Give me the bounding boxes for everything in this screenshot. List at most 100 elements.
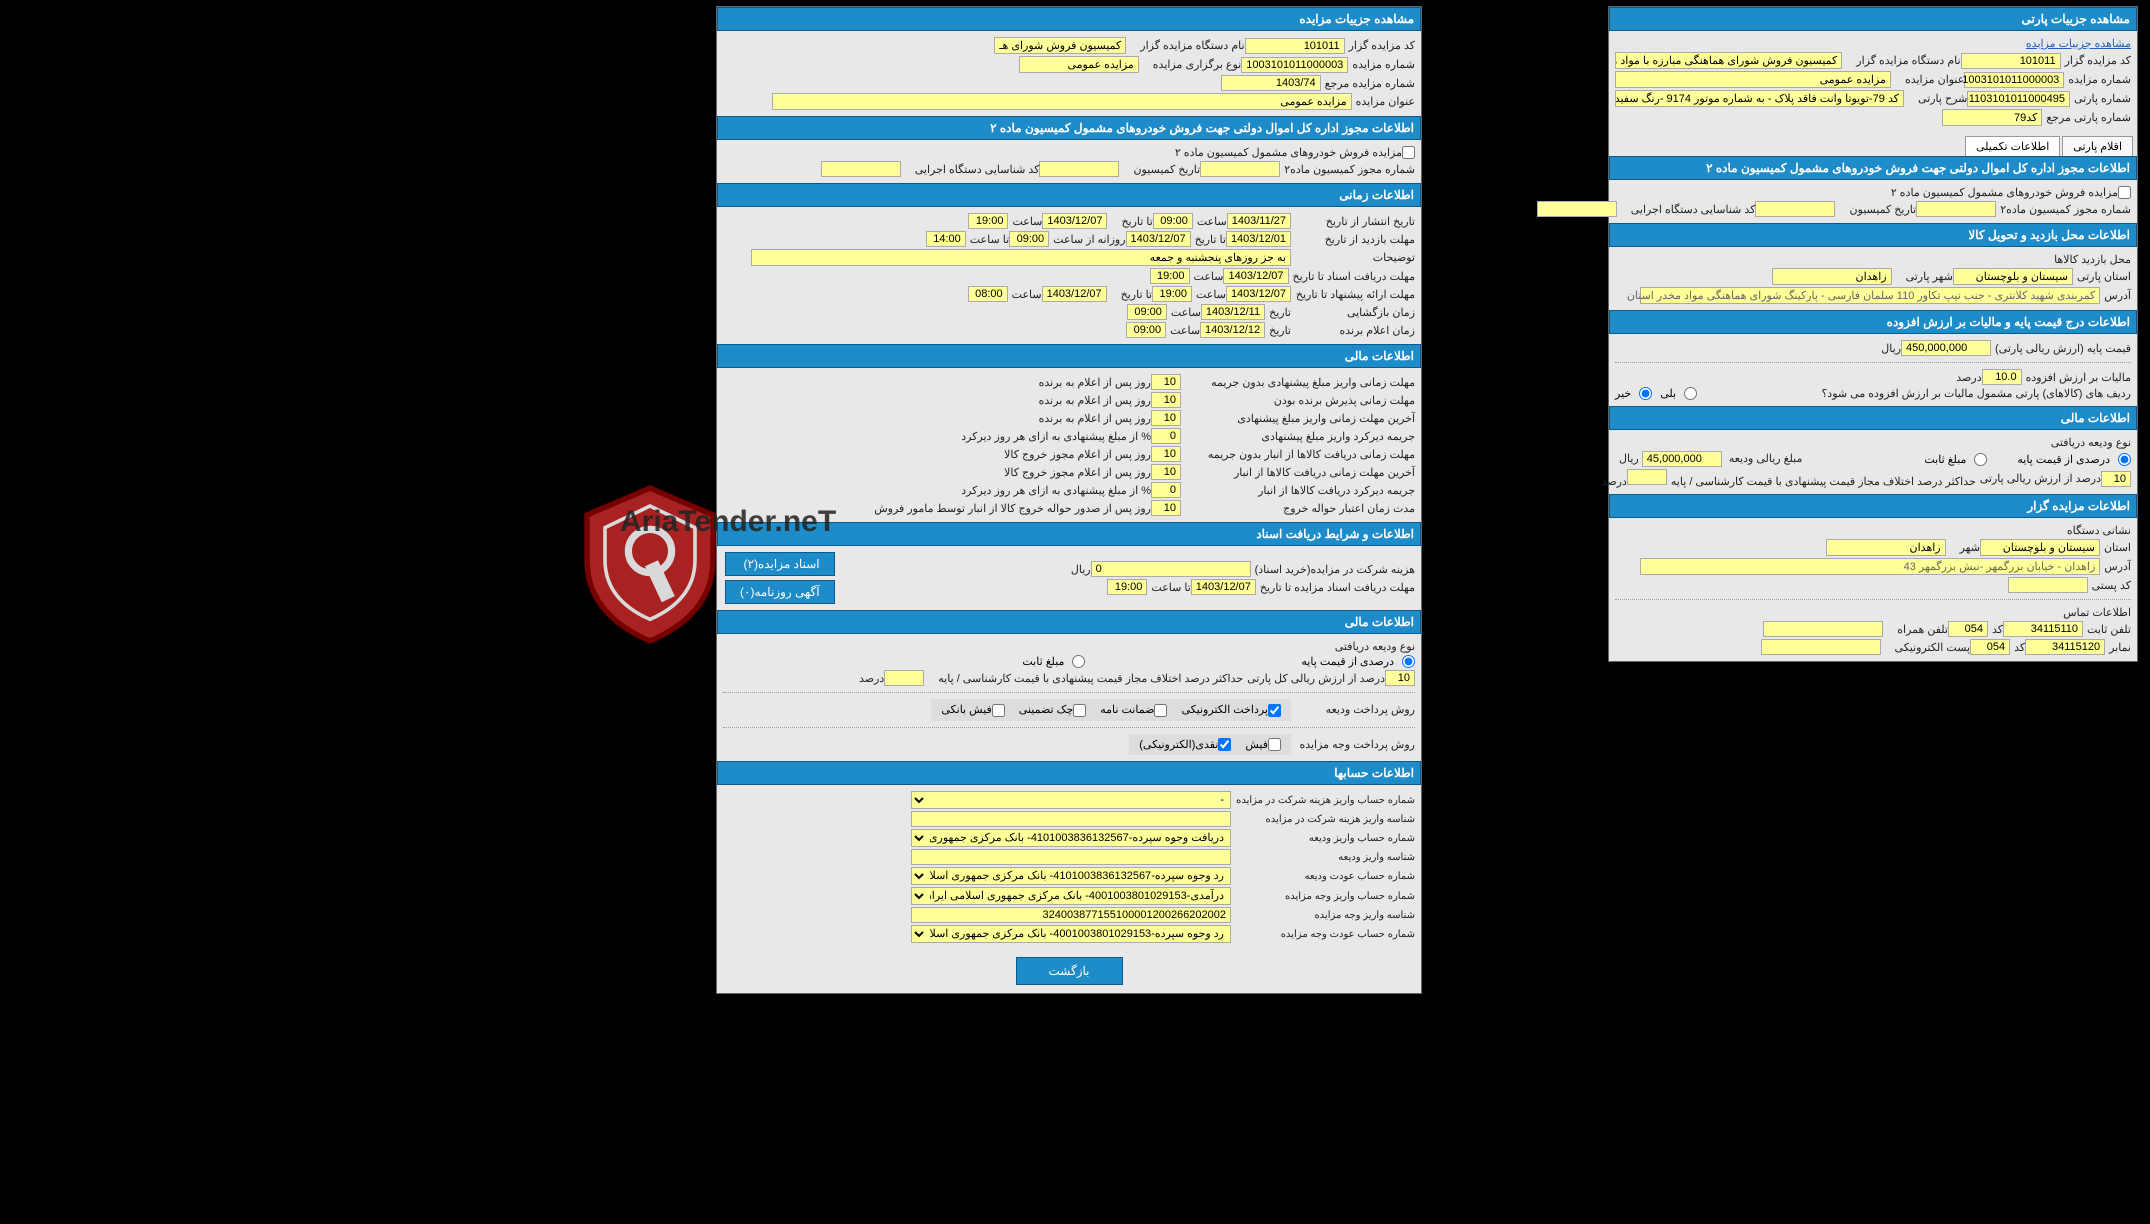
val-address: کمربندی شهید کلانتری - جنب تیپ تکاور 110… bbox=[1640, 287, 2100, 304]
r-d1v: 0 bbox=[1091, 561, 1251, 577]
lbl-party-desc: شرح پارتی bbox=[1918, 92, 1967, 105]
r-m5l: مهلت زمانی دریافت کالاها از انبار بدون ج… bbox=[1185, 448, 1415, 461]
r-chk-cheque[interactable] bbox=[1073, 704, 1086, 717]
r-m6v: 10 bbox=[1151, 464, 1181, 480]
r-f4l: روش پرداخت ودیعه bbox=[1295, 703, 1415, 716]
lbl-vat-q: ردیف های (کالاهای) پارتی مشمول مالیات بر… bbox=[1821, 387, 2131, 400]
r-t7v: 1403/12/12 bbox=[1200, 322, 1265, 338]
r-m8v: 10 bbox=[1151, 500, 1181, 516]
btn-newspaper-ad[interactable]: آگهی روزنامه(۰) bbox=[725, 580, 835, 604]
r-t6l: زمان بازگشایی bbox=[1295, 306, 1415, 319]
r-chk-ecash[interactable] bbox=[1218, 738, 1231, 751]
val-fax: 34115120 bbox=[2025, 639, 2105, 655]
r-t2l4: تا ساعت bbox=[970, 233, 1009, 246]
r-t1l4: ساعت bbox=[1012, 215, 1042, 228]
r-d2l: مهلت دریافت اسناد مزایده تا تاریخ bbox=[1260, 581, 1415, 594]
r-chk-epay[interactable] bbox=[1268, 704, 1281, 717]
r-chk-slip[interactable] bbox=[992, 704, 1005, 717]
r-hdr-fin1: اطلاعات مالی bbox=[717, 344, 1421, 368]
r-f4d: فیش بانکی bbox=[941, 704, 991, 716]
chk-commission[interactable] bbox=[2118, 186, 2131, 199]
r-f3v: 10 bbox=[1385, 670, 1415, 686]
r-a4v[interactable] bbox=[911, 849, 1231, 865]
r-radio-pct[interactable] bbox=[1402, 655, 1415, 668]
inp-permit-no[interactable] bbox=[1916, 201, 1996, 217]
inp-exec-code[interactable] bbox=[1537, 201, 1617, 217]
r-inp-exec[interactable] bbox=[821, 161, 901, 177]
tab-party-items[interactable]: اقلام پارتی bbox=[2062, 136, 2133, 156]
radio-no[interactable] bbox=[1639, 387, 1652, 400]
val-auction-no: 1003101011000003 bbox=[1964, 72, 2064, 88]
lbl-deposit-type: نوع ودیعه دریافتی bbox=[2051, 436, 2131, 449]
lbl-rial2: ریال bbox=[1619, 453, 1639, 465]
r-a6v[interactable]: درآمدی-4001003801029153- بانک مرکزی جمهو… bbox=[911, 887, 1231, 905]
r-m3v: 10 bbox=[1151, 410, 1181, 426]
r-d2v: 1403/12/07 bbox=[1191, 579, 1256, 595]
radio-pct[interactable] bbox=[2118, 453, 2131, 466]
hdr-financial: اطلاعات مالی bbox=[1609, 406, 2137, 430]
r-inp-cdate[interactable] bbox=[1039, 161, 1119, 177]
r-m5u: روز پس از اعلام مجوز خروج کالا bbox=[1004, 448, 1151, 461]
lbl-permit-no: شماره مجوز کمیسیون ماده۲ bbox=[2000, 203, 2131, 216]
r-val-type: مزایده عمومی bbox=[1019, 56, 1139, 73]
radio-yes[interactable] bbox=[1684, 387, 1697, 400]
tab-extra-info[interactable]: اطلاعات تکمیلی bbox=[1965, 136, 2060, 156]
val-party-no: 1103101011000495 bbox=[1967, 91, 2070, 107]
r-chk-lbl: مزایده فروش خودروهای مشمول کمیسیون ماده … bbox=[1175, 146, 1402, 159]
r-t2v4: 14:00 bbox=[926, 231, 966, 247]
lbl-vat: مالیات بر ارزش افزوده bbox=[2026, 371, 2131, 384]
inp-comm-date[interactable] bbox=[1755, 201, 1835, 217]
r-t5v4: 08:00 bbox=[968, 286, 1008, 302]
inp-max-diff[interactable] bbox=[1627, 469, 1667, 485]
r-a8v[interactable]: رد وجوه سپرده-4001003801029153- بانک مرک… bbox=[911, 925, 1231, 943]
r-a2v[interactable] bbox=[911, 811, 1231, 827]
r-m4v: 0 bbox=[1151, 428, 1181, 444]
val-province: سیستان و بلوچستان bbox=[1953, 268, 2073, 285]
lbl-pct-party: درصد از ارزش ریالی پارتی bbox=[1980, 473, 2101, 485]
r-t4v2: 19:00 bbox=[1150, 268, 1190, 284]
r-inp-maxdiff[interactable] bbox=[884, 670, 924, 686]
btn-back[interactable]: بازگشت bbox=[1016, 957, 1123, 985]
hdr-price: اطلاعات درج قیمت پایه و مالیات بر ارزش ا… bbox=[1609, 310, 2137, 334]
r-f2b: مبلغ ثابت bbox=[1022, 655, 1064, 668]
r-a5v[interactable]: رد وجوه سپرده-4101003836132567- بانک مرک… bbox=[911, 867, 1231, 885]
link-auction-details[interactable]: مشاهده جزییات مزایده bbox=[2026, 37, 2131, 50]
radio-fixed[interactable] bbox=[1974, 453, 1987, 466]
r-t4l2: ساعت bbox=[1194, 270, 1224, 283]
r-a3l: شماره حساب واریز ودیعه bbox=[1235, 833, 1415, 844]
r-t2v: 1403/12/01 bbox=[1226, 231, 1291, 247]
r-d1l: هزینه شرکت در مزایده(خرید اسناد) bbox=[1255, 563, 1415, 576]
r-chk[interactable] bbox=[1402, 146, 1415, 159]
r-t7v2: 09:00 bbox=[1126, 322, 1166, 338]
r-t5l4: ساعت bbox=[1012, 288, 1042, 301]
r-t2l2: تا تاریخ bbox=[1195, 233, 1226, 246]
r-m1u: روز پس از اعلام به برنده bbox=[1039, 376, 1151, 389]
hdr-party-details: مشاهده جزییات پارتی bbox=[1609, 7, 2137, 31]
lbl-contact: اطلاعات تماس bbox=[2063, 606, 2131, 619]
r-radio-fixed[interactable] bbox=[1072, 655, 1085, 668]
r-chk-slip2[interactable] bbox=[1268, 738, 1281, 751]
r-t2l3: روزانه از ساعت bbox=[1053, 233, 1125, 246]
lbl-comm-date: تاریخ کمیسیون bbox=[1849, 203, 1916, 216]
r-a1l: شماره حساب واریز هزینه شرکت در مزایده bbox=[1235, 795, 1415, 806]
r-t1v3: 1403/12/07 bbox=[1042, 213, 1107, 229]
lbl-city: شهر پارتی bbox=[1906, 270, 1953, 283]
inp-email[interactable] bbox=[1761, 639, 1881, 655]
r-f5l: روش پرداخت وجه مزایده bbox=[1295, 738, 1415, 751]
lbl-fcode: کد bbox=[2014, 641, 2025, 654]
btn-auction-docs[interactable]: اسناد مزایده(۲) bbox=[725, 552, 835, 576]
inp-postal[interactable] bbox=[2008, 577, 2088, 593]
r-a3v[interactable]: دریافت وجوه سپرده-4101003836132567- بانک… bbox=[911, 829, 1231, 847]
r-m3l: آخرین مهلت زمانی واریز مبلغ پیشنهادی bbox=[1185, 412, 1415, 425]
r-m8u: روز پس از صدور حواله خروج کالا از انبار … bbox=[874, 502, 1151, 515]
r-inp-permit[interactable] bbox=[1200, 161, 1280, 177]
r-a1v[interactable]: - bbox=[911, 791, 1231, 809]
val-code: 101011 bbox=[1961, 53, 2061, 69]
r-t3l: توضیحات bbox=[1295, 251, 1415, 264]
r-a2l: شناسه واریز هزینه شرکت در مزایده bbox=[1235, 814, 1415, 825]
r-chk-guarantee[interactable] bbox=[1154, 704, 1167, 717]
r-m8l: مدت زمان اعتبار حواله خروج bbox=[1185, 502, 1415, 515]
inp-mobile[interactable] bbox=[1763, 621, 1883, 637]
r-t5l3: تا تاریخ bbox=[1121, 288, 1152, 301]
r-a4l: شناسه واریز ودیعه bbox=[1235, 852, 1415, 863]
